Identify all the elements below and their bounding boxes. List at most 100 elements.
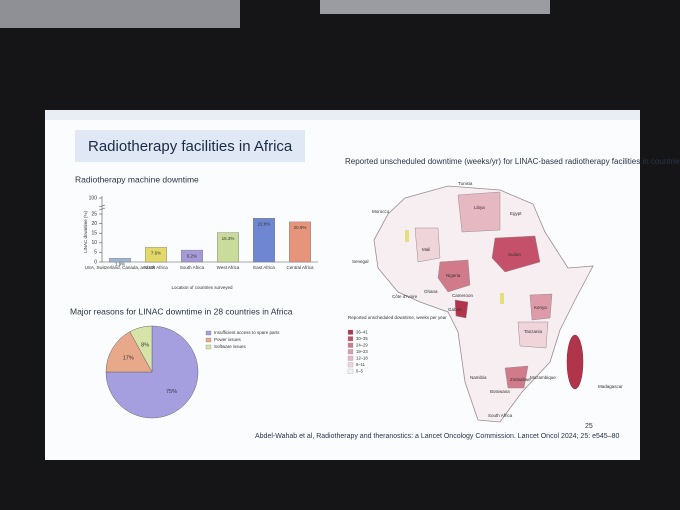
bar — [108, 258, 131, 263]
title-band — [75, 130, 305, 162]
map-legend-label: 12–18 — [356, 356, 368, 361]
y-tick-label: 20 — [91, 221, 97, 227]
y-tick-label: 15 — [91, 231, 97, 237]
x-tick-label: South Africa — [180, 265, 205, 270]
map-title-text: Reported unscheduled downtime (weeks/yr)… — [345, 157, 680, 166]
map-legend-swatch — [347, 329, 354, 335]
slice-label: 75% — [166, 389, 177, 395]
pie-title: Major reasons for LINAC downtime in 28 c… — [70, 306, 293, 316]
value-label: 15.3% — [222, 236, 235, 241]
x-tick-text: USA, Switzerland, Canada, and UK — [85, 265, 156, 270]
map-legend-swatch — [347, 368, 354, 374]
slice-label: 17% — [123, 355, 134, 361]
bar — [216, 232, 239, 263]
axis-break — [98, 204, 106, 211]
country-kenya — [529, 293, 553, 321]
map-legend-label: 24–29 — [356, 343, 368, 348]
country-label: Mali — [422, 247, 430, 252]
bar-title: Radiotherapy machine downtime — [75, 174, 199, 184]
country-label: Nigeria — [446, 273, 461, 278]
legend-label: Power issues — [214, 337, 242, 342]
y-tick-label: 100 — [89, 195, 98, 201]
map-legend-label: 36–41 — [356, 330, 368, 335]
x-tick-label: Central Africa — [286, 265, 314, 270]
map-highlight — [500, 293, 504, 304]
slice-label: 8% — [141, 343, 149, 349]
slide-title: Radiotherapy facilities in Africa — [88, 138, 293, 155]
value-label: 1.9% — [115, 262, 125, 267]
country-label: Egypt — [510, 211, 522, 216]
africa-map — [373, 185, 594, 423]
country-label: Mozambique — [530, 375, 556, 380]
x-tick-text: East Africa — [253, 265, 275, 270]
x-tick-label: USA, Switzerland, Canada, and UK — [85, 265, 156, 270]
pie-slice — [129, 325, 153, 373]
value-label: 6.2% — [187, 253, 197, 258]
country-zimbabwe — [504, 365, 529, 389]
x-tick-label: North Africa — [144, 265, 168, 270]
country-label: Senegal — [352, 259, 369, 264]
country-sudan — [491, 235, 541, 273]
country-label: Libya — [474, 205, 485, 210]
x-tick-text: Central Africa — [286, 265, 314, 270]
y-tick-label: 5 — [94, 250, 97, 256]
country-label: Cameroon — [452, 293, 474, 298]
pie-slice — [105, 331, 153, 373]
country-label: Botswana — [490, 389, 510, 394]
citation: Abdel-Wahab et al, Radiotherapy and ther… — [255, 433, 619, 440]
x-tick-label: West Africa — [217, 265, 240, 270]
country-label: Kenya — [534, 305, 547, 310]
page-number: 25 — [585, 423, 593, 430]
map-legend-label: 30–35 — [356, 336, 368, 341]
y-tick-label: 25 — [91, 211, 97, 217]
x-axis-label: Location of countries surveyed — [171, 285, 233, 290]
legend-swatch — [205, 330, 212, 336]
map-legend-label: 19–23 — [356, 349, 368, 354]
country-label: Morocco — [372, 209, 390, 214]
legend-swatch — [205, 344, 212, 350]
legend-label: Software issues — [214, 344, 247, 349]
country-label: Zimbabwe — [510, 377, 531, 382]
map-legend-swatch — [347, 355, 354, 361]
map-legend-swatch — [347, 349, 354, 355]
map-legend-swatch — [347, 342, 354, 348]
country-label: Côte d'Ivoire — [392, 294, 418, 299]
x-tick-text: North Africa — [144, 265, 168, 270]
value-label: 22.8% — [258, 221, 271, 226]
legend-swatch — [205, 337, 212, 343]
y-axis-label: LINAC downtime (%) — [83, 210, 88, 253]
country-nigeria — [437, 259, 471, 293]
legend-label: Insufficient access to spare parts — [214, 330, 280, 335]
value-label: 20.9% — [294, 225, 307, 230]
ceiling-light — [0, 0, 240, 28]
x-tick-text: South Africa — [180, 265, 205, 270]
map-highlight — [405, 230, 409, 242]
country-tanzania — [517, 321, 549, 349]
y-tick-label: 10 — [91, 240, 97, 246]
y-tick-label: 0 — [94, 259, 97, 265]
country-madagascar — [566, 334, 584, 390]
map-legend-label: 0–5 — [356, 369, 364, 374]
bar — [289, 221, 312, 263]
ceiling-light — [320, 0, 550, 14]
country-label: South Africa — [488, 413, 513, 418]
country-label: Tunisia — [458, 181, 473, 186]
country-label: Namibia — [470, 375, 487, 380]
country-label: Madagascar — [598, 384, 623, 389]
country-label: Ghana — [424, 289, 438, 294]
x-tick-label: East Africa — [253, 265, 275, 270]
country-label: Gabon — [448, 307, 462, 312]
bar — [252, 218, 275, 263]
value-label: 7.6% — [151, 251, 161, 256]
map-legend-swatch — [347, 336, 354, 342]
bar — [144, 247, 167, 263]
country-libya — [457, 191, 501, 233]
country-mali — [414, 227, 441, 263]
map-legend-label: 6–11 — [356, 362, 366, 367]
country-gabon — [454, 299, 469, 319]
map-legend-swatch — [347, 362, 354, 368]
bar — [180, 249, 203, 263]
map-title: Reported unscheduled downtime (weeks/yr)… — [345, 157, 680, 166]
